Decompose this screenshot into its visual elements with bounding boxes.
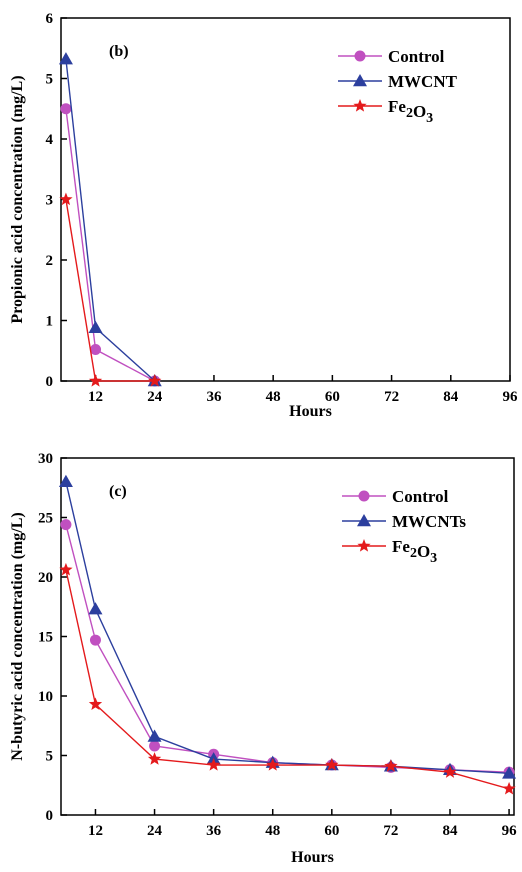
data-point-fe2o3 <box>502 781 516 795</box>
data-point-mwcnts <box>88 602 103 615</box>
legend-marker-mwcnts <box>357 514 371 527</box>
data-point-fe2o3 <box>88 697 103 710</box>
legend-item: Fe2O3 <box>338 97 433 126</box>
series-mwcnt <box>58 52 162 387</box>
data-point-mwcnts <box>502 766 517 779</box>
y-tick-label: 30 <box>38 451 53 467</box>
n-butyric-acid-chart: 0 5 10 15 20 25 30 12 24 36 48 60 72 84 96 Hours N-butyr… <box>9 451 517 866</box>
y-tick-label: 4 <box>46 132 54 148</box>
y-tick-label: 2 <box>46 253 54 269</box>
data-point-control <box>60 519 72 531</box>
data-point-fe2o3 <box>384 759 398 772</box>
data-point-fe2o3 <box>266 758 280 771</box>
x-tick-label: 36 <box>206 823 222 839</box>
x-tick-label: 24 <box>147 389 163 405</box>
data-point-fe2o3 <box>59 562 73 576</box>
data-point-fe2o3 <box>443 765 457 778</box>
legend-label: MWCNTs <box>392 512 466 531</box>
series-control <box>60 519 515 778</box>
series-line <box>65 524 510 773</box>
x-tick-label: 72 <box>384 389 399 405</box>
y-tick-label: 0 <box>46 374 54 390</box>
x-tick-label: 24 <box>147 823 163 839</box>
legend: Control MWCNTs Fe2O3 <box>342 487 466 566</box>
y-tick-label: 20 <box>38 570 53 586</box>
panel-label: (c) <box>109 483 127 500</box>
x-tick-label: 60 <box>325 389 340 405</box>
legend-label: Control <box>392 487 449 506</box>
legend-item: Control <box>342 487 449 506</box>
legend-label: MWCNT <box>388 72 458 91</box>
panel-label: (b) <box>109 43 129 60</box>
y-tick-label: 5 <box>46 749 54 765</box>
legend-label: Fe2O3 <box>388 97 433 126</box>
x-tick-label: 84 <box>442 823 458 839</box>
legend-label: Fe2O3 <box>392 537 437 566</box>
legend-item: Control <box>338 47 445 66</box>
x-tick-label: 96 <box>503 389 519 405</box>
data-point-fe2o3 <box>59 192 73 206</box>
data-point-mwcnt <box>58 52 73 65</box>
legend-item: MWCNT <box>338 72 458 91</box>
data-point-mwcnts <box>58 474 73 488</box>
data-point-fe2o3 <box>147 752 162 765</box>
data-point-control <box>89 634 101 646</box>
y-axis-title: Propionic acid concentration (mg/L) <box>9 75 26 323</box>
data-point-control <box>90 344 102 356</box>
y-tick-label: 1 <box>46 314 54 330</box>
data-point-mwcnts <box>147 729 162 742</box>
legend-marker-control <box>358 490 370 502</box>
x-tick-label: 72 <box>383 823 398 839</box>
x-axis-title: Hours <box>291 849 334 866</box>
x-tick-label: 96 <box>502 823 518 839</box>
y-tick-label: 25 <box>38 511 53 527</box>
legend-item: Fe2O3 <box>342 537 437 566</box>
data-point-control <box>149 740 161 752</box>
x-tick-label: 48 <box>265 823 280 839</box>
data-point-mwcnt <box>88 320 103 334</box>
y-tick-label: 5 <box>46 72 54 88</box>
series-line <box>65 569 510 790</box>
x-tick-label: 84 <box>443 389 459 405</box>
x-tick-label: 48 <box>266 389 281 405</box>
y-tick-label: 10 <box>38 689 53 705</box>
data-point-fe2o3 <box>325 758 339 771</box>
data-point-fe2o3 <box>88 374 103 387</box>
legend-item: MWCNTs <box>342 512 466 531</box>
x-tick-label: 36 <box>206 389 222 405</box>
y-tick-label: 15 <box>38 630 53 646</box>
y-tick-label: 0 <box>46 808 54 824</box>
x-tick-label: 12 <box>88 823 103 839</box>
y-tick-label: 3 <box>46 193 54 209</box>
series-line <box>65 199 155 382</box>
series-fe2o3 <box>59 192 162 387</box>
data-point-control <box>60 103 72 115</box>
series-fe2o3 <box>59 562 516 795</box>
data-point-fe2o3 <box>206 758 221 771</box>
y-axis-title: N-butyric acid concentration (mg/L) <box>9 512 26 760</box>
legend: Control MWCNT Fe2O3 <box>338 47 458 126</box>
legend-marker-mwcnt <box>353 74 367 87</box>
x-axis-title: Hours <box>289 403 332 420</box>
x-tick-label: 60 <box>324 823 339 839</box>
legend-label: Control <box>388 47 445 66</box>
data-point-fe2o3 <box>148 374 162 387</box>
x-tick-label: 12 <box>88 389 103 405</box>
legend-marker-fe2o3 <box>357 539 371 552</box>
legend-marker-fe2o3 <box>353 99 367 112</box>
legend-marker-control <box>354 50 366 62</box>
y-tick-label: 6 <box>46 11 54 27</box>
